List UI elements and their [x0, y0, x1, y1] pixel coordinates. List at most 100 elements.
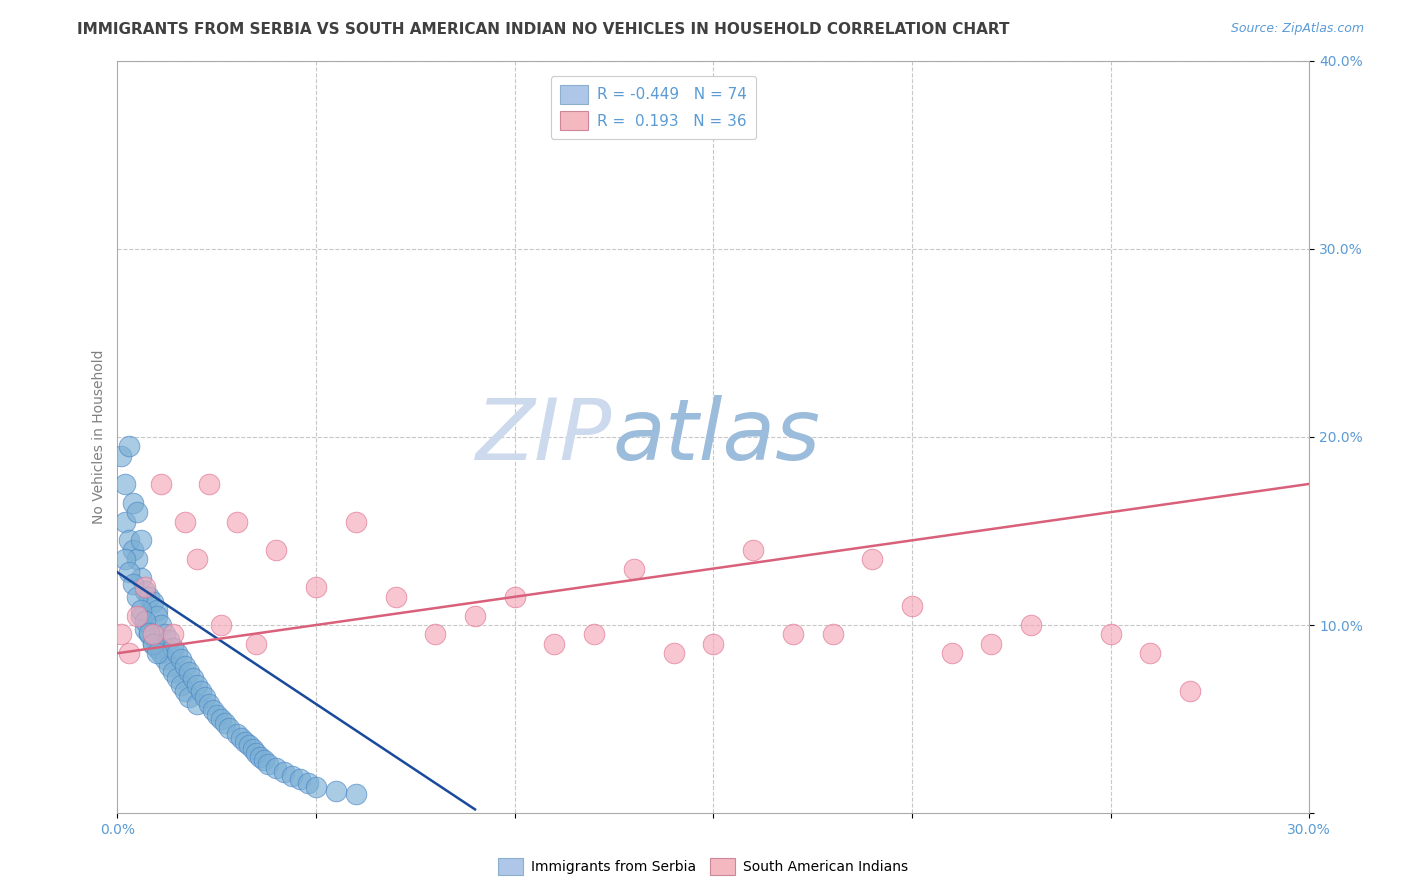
Point	[290, 772, 312, 787]
Point	[110, 449, 132, 463]
Point	[305, 780, 328, 794]
Point	[142, 627, 165, 641]
Text: IMMIGRANTS FROM SERBIA VS SOUTH AMERICAN INDIAN NO VEHICLES IN HOUSEHOLD CORRELA: IMMIGRANTS FROM SERBIA VS SOUTH AMERICAN…	[77, 22, 1010, 37]
Point	[281, 768, 304, 782]
Text: atlas: atlas	[612, 395, 820, 478]
Point	[297, 776, 319, 790]
Point	[114, 552, 136, 566]
Point	[980, 637, 1002, 651]
Point	[198, 697, 221, 711]
Point	[941, 646, 963, 660]
Point	[170, 678, 193, 692]
Point	[425, 627, 447, 641]
Point	[344, 787, 367, 801]
Point	[242, 742, 264, 756]
Point	[118, 439, 141, 453]
Point	[114, 477, 136, 491]
Point	[122, 542, 145, 557]
Point	[177, 665, 200, 679]
Point	[1178, 684, 1201, 698]
Point	[170, 652, 193, 666]
Point	[166, 646, 188, 660]
Point	[209, 712, 232, 726]
Point	[118, 533, 141, 548]
Point	[146, 603, 169, 617]
Point	[233, 734, 256, 748]
Point	[150, 477, 173, 491]
Point	[190, 684, 212, 698]
Point	[201, 703, 224, 717]
Point	[153, 627, 176, 641]
Point	[225, 727, 247, 741]
Point	[245, 746, 267, 760]
Point	[134, 614, 156, 628]
Point	[138, 627, 160, 641]
Point	[583, 627, 606, 641]
Point	[114, 515, 136, 529]
Point	[157, 659, 180, 673]
Point	[229, 731, 252, 745]
Point	[860, 552, 883, 566]
Point	[186, 552, 208, 566]
Point	[127, 505, 149, 519]
Point	[194, 690, 217, 704]
Point	[198, 477, 221, 491]
Point	[464, 608, 486, 623]
Point	[1139, 646, 1161, 660]
Point	[177, 690, 200, 704]
Point	[118, 566, 141, 580]
Point	[129, 603, 152, 617]
Point	[209, 618, 232, 632]
Point	[127, 552, 149, 566]
Point	[142, 637, 165, 651]
Point	[138, 625, 160, 640]
Point	[150, 646, 173, 660]
Point	[181, 671, 204, 685]
Point	[134, 584, 156, 599]
Point	[166, 671, 188, 685]
Point	[134, 622, 156, 636]
Point	[142, 637, 165, 651]
Point	[162, 627, 184, 641]
Point	[150, 618, 173, 632]
Point	[127, 608, 149, 623]
Point	[782, 627, 804, 641]
Point	[325, 783, 347, 797]
Point	[174, 659, 197, 673]
Point	[162, 640, 184, 655]
Point	[205, 708, 228, 723]
Point	[162, 665, 184, 679]
Point	[127, 590, 149, 604]
Point	[1099, 627, 1122, 641]
Point	[1019, 618, 1042, 632]
Point	[238, 739, 260, 753]
Point	[273, 764, 295, 779]
Point	[218, 722, 240, 736]
Point	[214, 715, 236, 730]
Point	[623, 561, 645, 575]
Point	[134, 581, 156, 595]
Point	[157, 633, 180, 648]
Text: ZIP: ZIP	[475, 395, 612, 478]
Point	[129, 571, 152, 585]
Point	[225, 515, 247, 529]
Point	[662, 646, 685, 660]
Point	[503, 590, 526, 604]
Point	[153, 652, 176, 666]
Point	[344, 515, 367, 529]
Point	[146, 640, 169, 655]
Point	[266, 761, 288, 775]
Point	[186, 697, 208, 711]
Legend: R = -0.449   N = 74, R =  0.193   N = 36: R = -0.449 N = 74, R = 0.193 N = 36	[551, 76, 756, 139]
Point	[122, 496, 145, 510]
Point	[702, 637, 724, 651]
Point	[543, 637, 565, 651]
Point	[901, 599, 924, 614]
Point	[384, 590, 406, 604]
Point	[742, 542, 765, 557]
Text: Source: ZipAtlas.com: Source: ZipAtlas.com	[1230, 22, 1364, 36]
Point	[257, 757, 280, 772]
Point	[821, 627, 844, 641]
Point	[122, 576, 145, 591]
Point	[245, 637, 267, 651]
